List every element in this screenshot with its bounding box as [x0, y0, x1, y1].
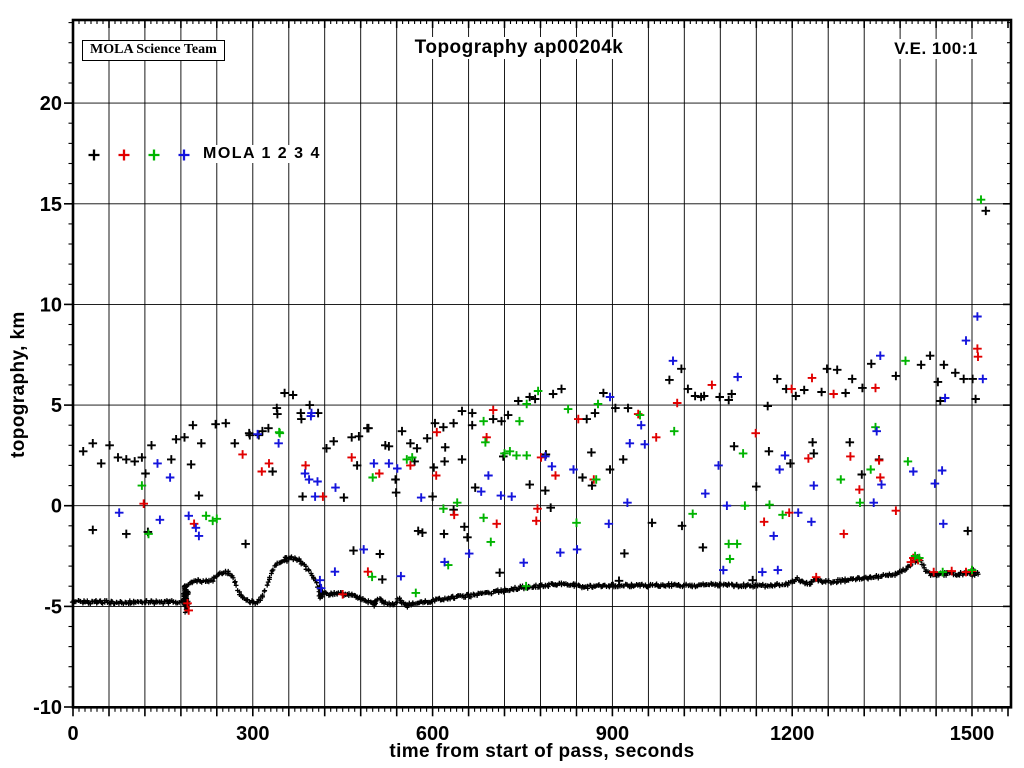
science-team-badge: MOLA Science Team — [82, 40, 225, 61]
y-axis-title: topography, km — [8, 311, 29, 458]
svg-text:-10: -10 — [33, 697, 62, 719]
x-axis-title: time from start of pass, seconds — [389, 741, 695, 762]
svg-text:0: 0 — [67, 723, 78, 745]
svg-text:20: 20 — [40, 93, 62, 115]
svg-text:900: 900 — [596, 723, 629, 745]
svg-text:600: 600 — [416, 723, 449, 745]
chart-title: Topography ap00204k — [409, 37, 629, 59]
svg-text:5: 5 — [51, 395, 62, 417]
svg-text:-5: -5 — [44, 596, 62, 618]
svg-text:10: 10 — [40, 294, 62, 316]
vertical-exaggeration-label: V.E. 100:1 — [890, 39, 982, 59]
svg-text:1500: 1500 — [950, 723, 995, 745]
svg-text:300: 300 — [236, 723, 269, 745]
svg-text:0: 0 — [51, 496, 62, 518]
legend-label: MOLA 1 2 3 4 — [200, 145, 324, 163]
svg-text:1200: 1200 — [770, 723, 815, 745]
svg-text:15: 15 — [40, 194, 62, 216]
